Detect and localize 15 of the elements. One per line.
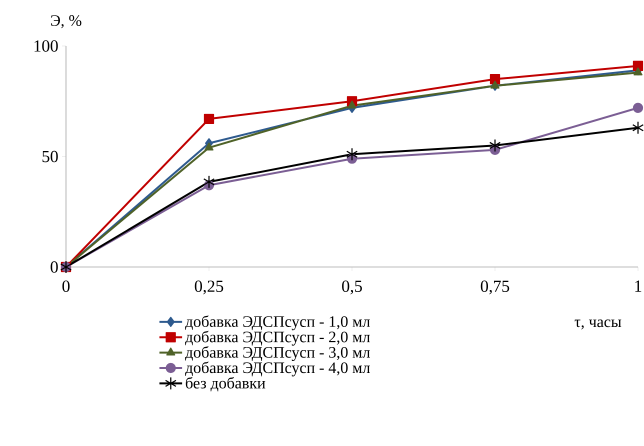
x-tick-label: 0,25	[194, 280, 224, 294]
legend-label: добавка ЭДСПсусп - 4,0 мл	[185, 362, 370, 376]
legend-label: добавка ЭДСПсусп - 2,0 мл	[185, 330, 370, 346]
legend-label: добавка ЭДСПсусп - 1,0 мл	[185, 315, 370, 330]
y-tick-label: 100	[34, 40, 58, 52]
x-tick-label: 1	[635, 280, 642, 292]
x-tick-label: 0,75	[480, 280, 510, 294]
legend-label: без добавки	[186, 376, 266, 392]
y-axis-title: Э, %	[50, 15, 82, 28]
x-tick-label: 0	[62, 280, 70, 292]
x-tick-label: 0,5	[342, 280, 362, 294]
y-tick-label: 0	[50, 261, 58, 273]
x-axis-title: τ, часы	[574, 319, 622, 330]
y-tick-label: 50	[42, 150, 58, 162]
legend-label: добавка ЭДСПсусп - 3,0 мл	[185, 346, 370, 362]
